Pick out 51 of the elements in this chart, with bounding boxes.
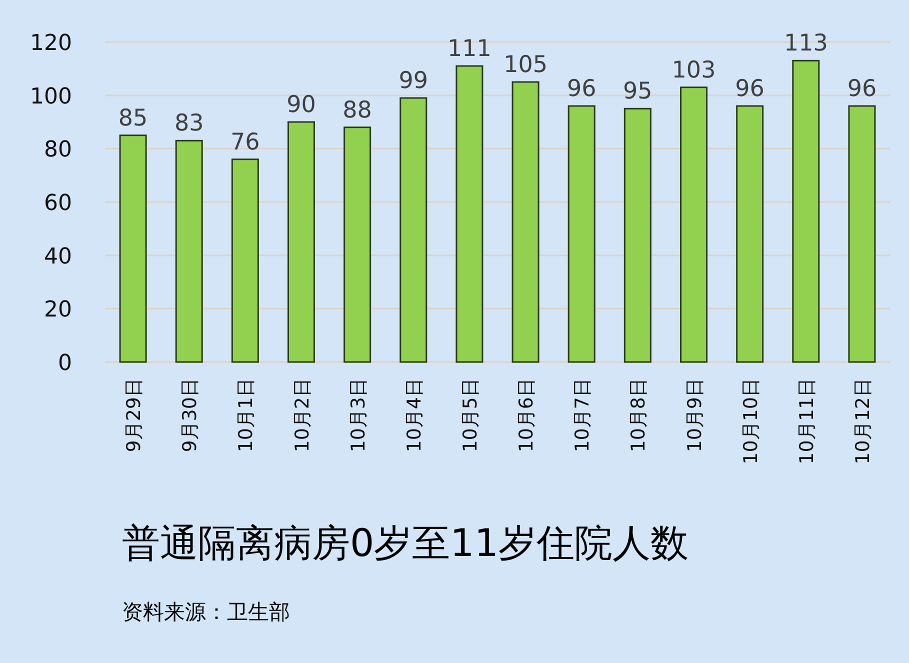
data-label: 76	[230, 129, 260, 156]
data-label: 90	[286, 92, 316, 118]
data-label: 85	[118, 105, 148, 132]
x-tick-label: 10月10日	[740, 378, 762, 464]
data-label: 83	[174, 110, 204, 137]
data-label: 96	[847, 76, 877, 102]
bar	[568, 105, 596, 363]
x-tick-label: 10月11日	[796, 378, 818, 464]
x-tick-label: 10月1日	[235, 378, 258, 452]
text: 资料来源：卫生部	[122, 600, 290, 624]
data-label: 99	[398, 68, 428, 94]
x-tick-label: 10月7日	[572, 378, 594, 452]
data-label: 111	[448, 36, 492, 62]
x-tick-label: 10月6日	[516, 378, 538, 452]
bar	[792, 60, 820, 363]
bar	[344, 126, 372, 363]
y-tick-label: 60	[44, 191, 72, 216]
x-tick-label: 10月8日	[628, 378, 650, 452]
x-tick-label: 10月12日	[852, 378, 874, 464]
y-tick-label: 100	[30, 84, 72, 110]
x-tick-label: 9月30日	[179, 378, 202, 452]
data-label: 96	[566, 76, 596, 102]
x-tick-label: 9月29日	[123, 378, 146, 452]
bar	[175, 140, 203, 363]
data-label: 95	[623, 78, 652, 105]
bar	[288, 121, 315, 363]
x-tick-label: 10月9日	[684, 378, 706, 452]
x-tick-label: 10月3日	[347, 378, 370, 452]
y-tick-label: 80	[44, 138, 72, 163]
data-label: 113	[784, 30, 828, 57]
bar	[736, 105, 764, 363]
bar	[231, 158, 259, 363]
data-label: 96	[735, 76, 764, 102]
text: 普通隔离病房0岁至11岁住院人数	[122, 521, 689, 565]
bar	[680, 86, 708, 363]
y-tick-label: 20	[44, 298, 72, 323]
y-tick-label: 0	[58, 351, 72, 376]
bar	[624, 108, 652, 363]
y-tick-label: 40	[44, 244, 72, 270]
bar	[512, 81, 540, 363]
data-label: 88	[342, 97, 372, 124]
data-label: 105	[504, 52, 548, 78]
data-label: 103	[672, 57, 716, 84]
bar	[119, 134, 147, 363]
x-tick-label: 10月5日	[459, 378, 482, 452]
bar	[456, 65, 484, 363]
bar	[400, 97, 428, 363]
x-tick-label: 10月2日	[291, 378, 314, 452]
x-tick-label: 10月4日	[403, 378, 426, 452]
bar	[848, 105, 876, 363]
y-tick-label: 120	[30, 31, 72, 56]
